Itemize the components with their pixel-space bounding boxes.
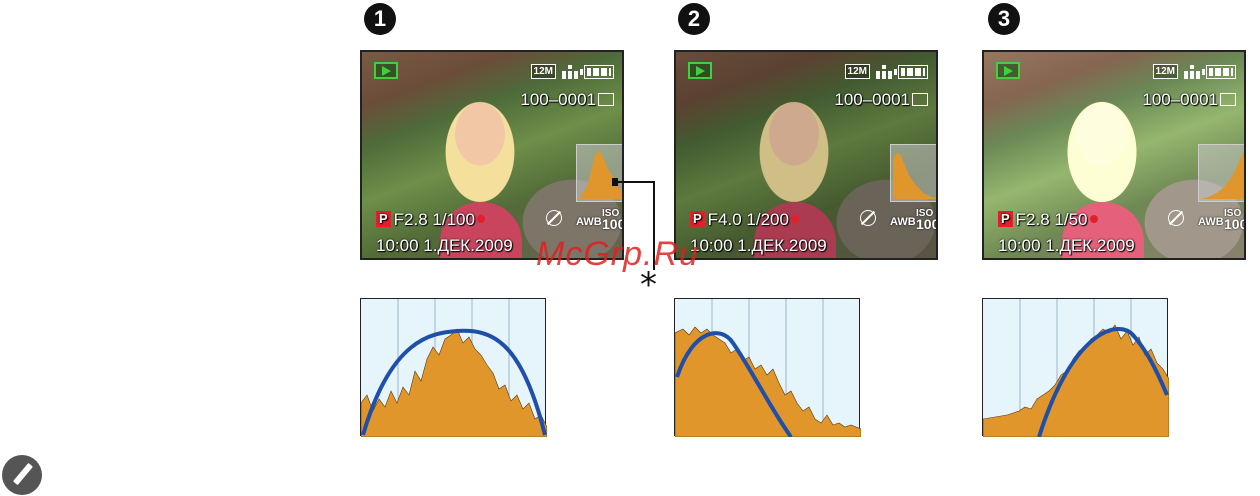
mode-badge: P (690, 211, 705, 227)
step-badge-2: 2 (678, 3, 710, 35)
play-icon (374, 62, 398, 79)
exposure-text: F4.0 1/200 (707, 210, 789, 229)
photo-scene (984, 52, 1244, 258)
flash-off-icon (546, 210, 562, 226)
mini-histogram (576, 144, 622, 202)
card-icon (1220, 93, 1236, 106)
file-number-text: 100–0001 (520, 90, 596, 109)
iso-label: ISO (602, 208, 620, 219)
file-number-text: 100–0001 (1142, 90, 1218, 109)
status-icons: 12M (1152, 64, 1236, 79)
play-icon (996, 62, 1020, 79)
histogram-large-2 (674, 298, 861, 437)
iso-value: 100 (602, 216, 624, 232)
exposure-info: P F4.0 1/200 (690, 210, 799, 230)
timestamp: 10:00 1.ДЕК.2009 (998, 236, 1135, 255)
status-icons: 12M (530, 64, 614, 79)
iso-value: 100 (916, 216, 938, 232)
histogram-large-3 (982, 298, 1169, 437)
status-icons: 12M (844, 64, 928, 79)
flash-off-icon (860, 210, 876, 226)
timestamp: 10:00 1.ДЕК.2009 (376, 236, 513, 255)
resolution-icon: 12M (844, 64, 870, 79)
iso-indicator: ISO 100 (602, 208, 624, 232)
file-number-text: 100–0001 (834, 90, 910, 109)
annotation-asterisk: * (640, 265, 657, 305)
timestamp: 10:00 1.ДЕК.2009 (690, 236, 827, 255)
record-dot (790, 215, 799, 223)
note-icon (2, 455, 42, 495)
battery-icon (894, 64, 928, 79)
mode-badge: P (376, 211, 391, 227)
quality-icon (876, 64, 892, 79)
file-number: 100–0001 (520, 90, 614, 110)
play-icon (688, 62, 712, 79)
quality-icon (1184, 64, 1200, 79)
histogram-large-1 (360, 298, 547, 437)
flash-off-icon (1168, 210, 1184, 226)
iso-label: ISO (1224, 208, 1242, 219)
mini-histogram (890, 144, 936, 202)
mini-histogram (1198, 144, 1244, 202)
camera-screen-1: 12M 100–0001 P F2.8 1/100 AWB ISO 100 10:… (360, 50, 624, 260)
exposure-info: P F2.8 1/50 (998, 210, 1098, 230)
camera-screen-2: 12M 100–0001 P F4.0 1/200 AWB ISO 100 10:… (674, 50, 938, 260)
iso-indicator: ISO 100 (1224, 208, 1246, 232)
resolution-icon: 12M (530, 64, 556, 79)
awb-label: AWB (1198, 216, 1224, 228)
iso-value: 100 (1224, 216, 1246, 232)
file-number: 100–0001 (1142, 90, 1236, 110)
resolution-icon: 12M (1152, 64, 1178, 79)
record-dot (476, 215, 485, 223)
iso-indicator: ISO 100 (916, 208, 938, 232)
step-badge-1: 1 (364, 3, 396, 35)
card-icon (912, 93, 928, 106)
mode-badge: P (998, 211, 1013, 227)
watermark-text: McGrp.Ru (536, 235, 699, 273)
exposure-info: P F2.8 1/100 (376, 210, 485, 230)
file-number: 100–0001 (834, 90, 928, 110)
iso-label: ISO (916, 208, 934, 219)
step-badge-3: 3 (988, 3, 1020, 35)
record-dot (1089, 215, 1098, 223)
camera-screen-3: 12M 100–0001 P F2.8 1/50 AWB ISO 100 10:0… (982, 50, 1246, 260)
battery-icon (580, 64, 614, 79)
card-icon (598, 93, 614, 106)
exposure-text: F2.8 1/50 (1015, 210, 1088, 229)
awb-label: AWB (890, 216, 916, 228)
exposure-text: F2.8 1/100 (393, 210, 475, 229)
quality-icon (562, 64, 578, 79)
awb-label: AWB (576, 216, 602, 228)
battery-icon (1202, 64, 1236, 79)
